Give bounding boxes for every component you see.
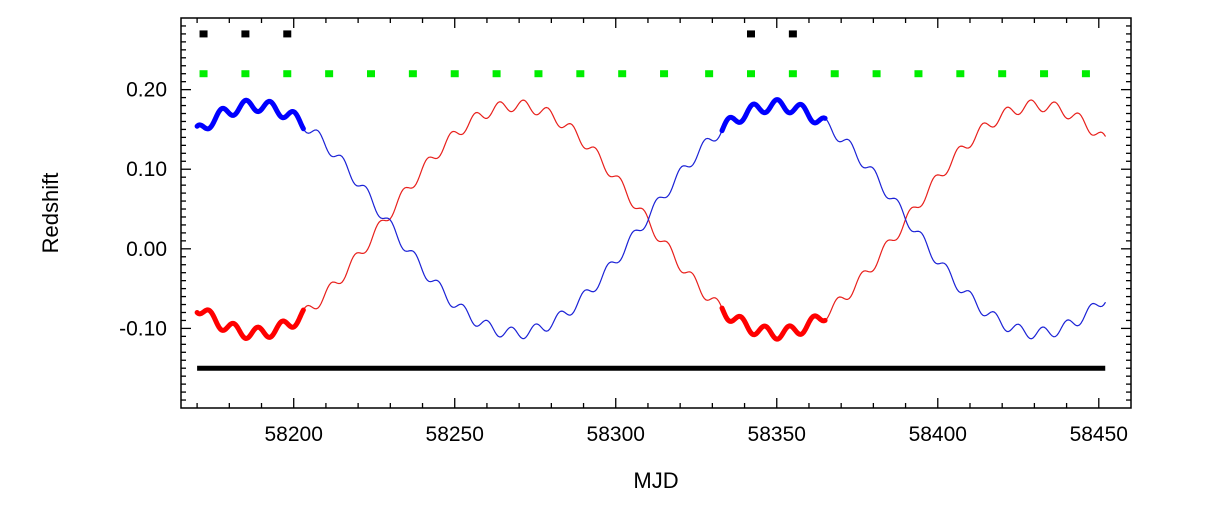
series-5-marker-3 bbox=[747, 30, 755, 38]
x-tick-label: 58300 bbox=[587, 423, 645, 446]
y-axis-title: Redshift bbox=[38, 173, 63, 254]
series-4-marker-16 bbox=[872, 70, 881, 78]
series-5-marker-4 bbox=[788, 30, 797, 38]
series-5-marker-2 bbox=[283, 30, 292, 38]
series-4-marker-17 bbox=[914, 70, 923, 78]
y-tick-labels: -0.10 0.00 0.10 0.20 bbox=[119, 79, 167, 341]
series-5-marker-0 bbox=[199, 30, 208, 38]
series-4-marker-5 bbox=[408, 70, 417, 78]
series-4-marker-11 bbox=[660, 70, 669, 78]
series-4-marker-10 bbox=[618, 70, 627, 78]
series-4-marker-7 bbox=[492, 70, 501, 78]
series-4-marker-9 bbox=[576, 70, 585, 78]
series-3-curve-0 bbox=[194, 307, 306, 341]
series-4-marker-2 bbox=[283, 70, 292, 78]
x-tick-label: 58250 bbox=[426, 423, 484, 446]
series-4-marker-20 bbox=[1040, 70, 1049, 78]
series-4-marker-8 bbox=[534, 70, 543, 78]
x-tick-label: 58400 bbox=[909, 423, 967, 446]
series-5-marker-1 bbox=[241, 30, 250, 38]
y-tick-label: 0.00 bbox=[126, 238, 167, 261]
series-4-marker-14 bbox=[788, 70, 797, 78]
series-4-marker-1 bbox=[241, 70, 250, 78]
y-tick-label: 0.10 bbox=[126, 158, 167, 181]
series-4-marker-4 bbox=[367, 70, 375, 78]
series-4-marker-13 bbox=[747, 70, 755, 78]
series-2-curve-1 bbox=[719, 97, 828, 134]
x-tick-label: 58350 bbox=[748, 423, 806, 446]
x-axis-title: MJD bbox=[633, 468, 678, 493]
series-4-marker-3 bbox=[325, 70, 334, 78]
x-tick-label: 58450 bbox=[1070, 423, 1128, 446]
series-3-curve-1 bbox=[719, 305, 828, 342]
plot-content bbox=[194, 30, 1106, 371]
series-4-marker-18 bbox=[956, 70, 965, 78]
y-tick-label: 0.20 bbox=[126, 79, 167, 102]
series-4-marker-15 bbox=[830, 70, 839, 78]
series-4-marker-21 bbox=[1081, 70, 1090, 78]
series-4-marker-6 bbox=[450, 70, 459, 78]
series-1-curve-0 bbox=[196, 99, 1106, 340]
y-tick-label: -0.10 bbox=[119, 317, 167, 340]
series-0-curve-0 bbox=[196, 99, 1106, 340]
series-4-marker-19 bbox=[998, 70, 1007, 78]
series-4-marker-0 bbox=[199, 70, 208, 78]
x-tick-label: 58200 bbox=[265, 423, 323, 446]
x-tick-labels: 58200 58250 58300 58350 58400 58450 bbox=[265, 423, 1128, 446]
series-4-marker-12 bbox=[705, 70, 714, 78]
plot-frame bbox=[180, 17, 1132, 409]
series-2-curve-0 bbox=[194, 97, 306, 132]
axis-ticks bbox=[181, 18, 1131, 408]
